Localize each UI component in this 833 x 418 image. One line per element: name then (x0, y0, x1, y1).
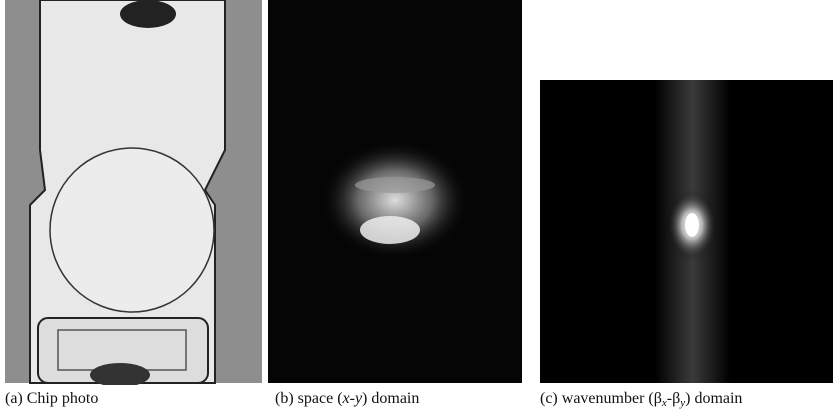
caption-text: (a) Chip photo (5, 390, 98, 407)
caption-text: x-y (343, 390, 363, 407)
space-domain-image (268, 0, 522, 383)
caption-text: (b) space ( (275, 390, 343, 407)
caption-text: -β (667, 390, 680, 407)
caption: (a) Chip photo (5, 390, 98, 408)
figure: (a) Chip photo (b) space (x-y) domain (c… (0, 0, 833, 418)
wavenumber-domain-image (540, 80, 833, 383)
caption: (b) space (x-y) domain (275, 390, 419, 408)
caption-text: ) domain (362, 390, 419, 407)
chip-photo (5, 0, 262, 385)
caption-text: (c) wavenumber (β (540, 390, 662, 407)
caption-text: ) domain (685, 390, 742, 407)
figure-images (0, 0, 833, 385)
caption: (c) wavenumber (βx-βy) domain (540, 390, 742, 409)
